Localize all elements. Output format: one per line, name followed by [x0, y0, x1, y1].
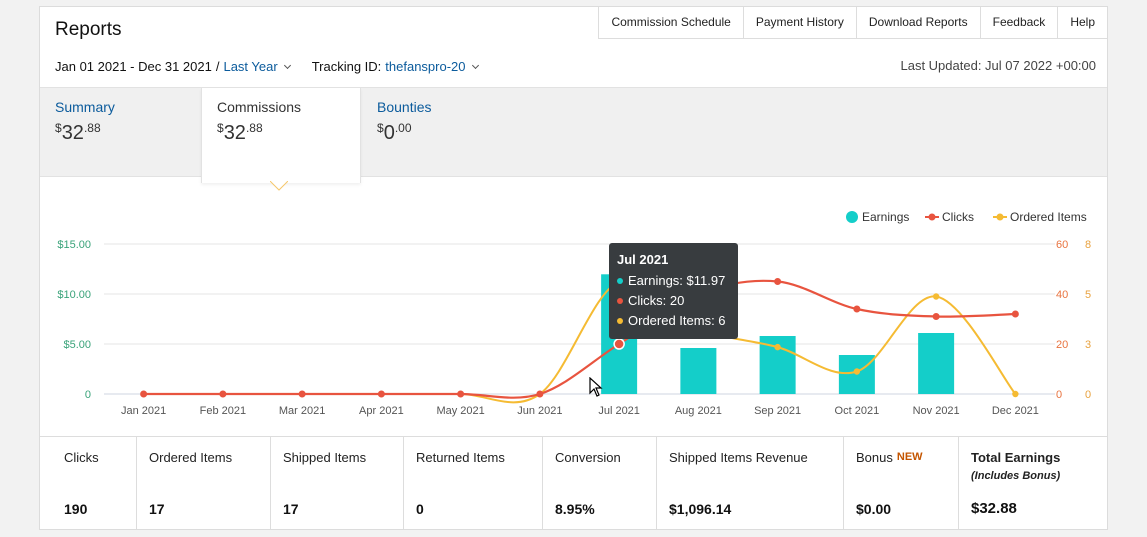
period-dropdown[interactable]: Last Year [223, 59, 278, 74]
y-left-tick-label: $15.00 [57, 239, 91, 251]
y-right2-tick-label: 0 [1085, 389, 1091, 401]
stat-returned-items: Returned Items 0 [403, 437, 542, 529]
stat-total-earnings: Total Earnings (Includes Bonus) $32.88 [958, 437, 1107, 529]
chevron-down-icon[interactable] [283, 61, 291, 69]
y-right2-tick-label: 8 [1085, 239, 1091, 251]
clicks-point [853, 305, 861, 313]
new-badge: NEW [896, 451, 923, 463]
ordered-items-point [932, 293, 940, 300]
tab-commissions[interactable]: Commissions $32.88 [201, 88, 361, 183]
legend-label: Clicks [942, 210, 974, 224]
clicks-point [457, 390, 465, 398]
nav-help[interactable]: Help [1057, 7, 1107, 38]
reports-panel: Reports Commission Schedule Payment Hist… [39, 6, 1108, 530]
ordered-items-point [1012, 390, 1019, 398]
legend-label: Ordered Items [1010, 210, 1087, 224]
x-tick-label: Jan 2021 [121, 405, 166, 417]
clicks-point [774, 278, 782, 285]
tracking-label: Tracking ID: [311, 59, 382, 74]
tooltip-title: Jul 2021 [617, 252, 669, 267]
y-right1-tick-label: 20 [1056, 339, 1068, 351]
x-tick-label: May 2021 [436, 405, 484, 417]
y-left-tick-label: 0 [85, 389, 91, 401]
legend-label: Earnings [862, 210, 909, 224]
legend-point-marker [996, 213, 1004, 221]
y-left-tick-label: $5.00 [63, 339, 91, 351]
x-tick-label: Jun 2021 [517, 405, 562, 417]
tooltip-earnings: Earnings: $11.97 [617, 271, 730, 291]
stat-bonus: Bonus NEW $0.00 [843, 437, 958, 529]
stats-bar: Clicks 190 Ordered Items 17 Shipped Item… [40, 436, 1107, 529]
earnings-bar [680, 348, 717, 394]
stat-conversion: Conversion 8.95% [542, 437, 656, 529]
page-title: Reports [55, 19, 122, 40]
ordered-dot-icon [617, 318, 623, 324]
y-right1-tick-label: 60 [1056, 239, 1068, 251]
stat-clicks: Clicks 190 [64, 450, 99, 517]
mouse-pointer-icon [589, 377, 603, 397]
nav-commission-schedule[interactable]: Commission Schedule [611, 15, 731, 29]
tab-label: Bounties [377, 99, 432, 115]
tooltip-ordered: Ordered Items: 6 [617, 311, 730, 331]
ordered-items-point [774, 343, 781, 351]
earnings-dot-icon [617, 278, 623, 284]
report-tabs: Summary $32.88 Commissions $32.88 Bounti… [40, 87, 1107, 183]
clicks-line [143, 279, 1016, 399]
stat-shipped-items: Shipped Items 17 [270, 437, 403, 529]
clicks-point [613, 338, 625, 350]
earnings-bar [918, 333, 955, 394]
nav-payment-history[interactable]: Payment History [742, 7, 856, 38]
nav-download-reports[interactable]: Download Reports [855, 7, 980, 38]
chart-tooltip: Jul 2021 Earnings: $11.97 Clicks: 20 Ord… [609, 243, 738, 339]
tab-label: Summary [55, 99, 115, 115]
stat-ordered-items: Ordered Items 17 [136, 437, 270, 529]
legend-earnings-marker [846, 211, 858, 223]
top-nav: Commission Schedule Payment History Down… [598, 7, 1107, 39]
legend-point-marker [928, 213, 936, 221]
x-tick-label: Apr 2021 [359, 405, 404, 417]
x-tick-label: Nov 2021 [913, 405, 960, 417]
clicks-point [932, 313, 940, 320]
x-tick-label: Aug 2021 [675, 405, 722, 417]
x-tick-label: Jul 2021 [598, 405, 640, 417]
y-right2-tick-label: 5 [1085, 289, 1091, 301]
tab-amount: $32.88 [55, 121, 101, 144]
clicks-point [298, 390, 306, 398]
tracking-id-dropdown[interactable]: thefanspro-20 [385, 59, 466, 74]
y-right2-tick-label: 3 [1085, 339, 1091, 351]
nav-feedback[interactable]: Feedback [979, 7, 1058, 38]
chevron-down-icon[interactable] [471, 61, 479, 69]
tab-bounties[interactable]: Bounties $0.00 [362, 88, 446, 178]
active-tab-caret-icon [270, 181, 288, 191]
tab-label: Commissions [217, 99, 302, 115]
clicks-point [140, 390, 148, 398]
clicks-point [219, 390, 227, 398]
clicks-dot-icon [617, 298, 623, 304]
x-tick-label: Mar 2021 [279, 405, 325, 417]
x-tick-label: Sep 2021 [754, 405, 801, 417]
stat-shipped-revenue: Shipped Items Revenue $1,096.14 [656, 437, 843, 529]
tooltip-clicks: Clicks: 20 [617, 291, 730, 311]
date-range: Jan 01 2021 - Dec 31 2021 [55, 59, 212, 74]
y-right1-tick-label: 0 [1056, 389, 1062, 401]
y-left-tick-label: $10.00 [57, 289, 91, 301]
filter-bar: Jan 01 2021 - Dec 31 2021 / Last Year Tr… [55, 59, 479, 74]
clicks-point [1011, 310, 1019, 318]
x-tick-label: Dec 2021 [992, 405, 1039, 417]
earnings-chart: 0 $5.00 $10.00 $15.00 0 20 40 60 0 3 5 8 Jan 2021 Feb… [57, 210, 1091, 417]
x-tick-label: Feb 2021 [200, 405, 246, 417]
ordered-items-line [143, 278, 1017, 404]
tab-summary[interactable]: Summary $32.88 [40, 88, 130, 178]
ordered-items-point [853, 368, 861, 375]
clicks-point [536, 390, 544, 398]
y-right1-tick-label: 40 [1056, 289, 1068, 301]
tab-amount: $0.00 [377, 121, 412, 144]
last-updated: Last Updated: Jul 07 2022 +00:00 [900, 58, 1096, 73]
tab-amount: $32.88 [217, 121, 263, 144]
range-separator: / [215, 59, 220, 74]
x-tick-label: Oct 2021 [835, 405, 880, 417]
clicks-point [377, 390, 385, 398]
